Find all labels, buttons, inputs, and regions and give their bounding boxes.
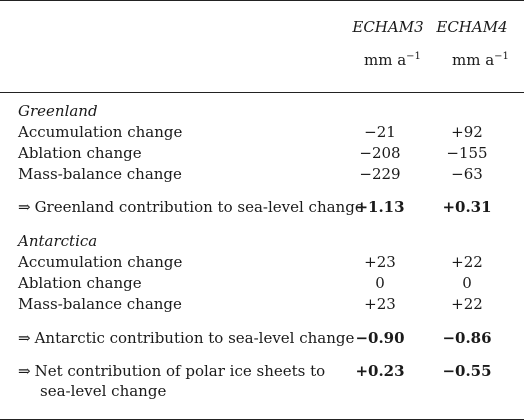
cell-value-bold: −0.90 [355,329,405,347]
cell-value: −21 [364,123,396,141]
row-label: Mass-balance change [18,165,182,183]
cell-value: 0 [462,274,472,292]
column-unit-echam3: mm a−1 [364,51,421,69]
cell-value: +23 [364,253,396,271]
cell-value: +22 [451,295,483,313]
cell-value: +92 [451,123,483,141]
cell-value: +22 [451,253,483,271]
cell-value-bold: +0.31 [442,198,492,216]
cell-value-bold: −0.55 [442,362,492,380]
header-rule [0,92,524,93]
row-label: Ablation change [18,274,142,292]
cell-value: −229 [359,165,401,183]
row-label: Accumulation change [18,253,183,271]
net-contribution-label-line2: sea-level change [40,382,167,400]
section-heading-greenland: Greenland [18,102,98,120]
cell-value: +23 [364,295,396,313]
greenland-contribution-label: ⇒ Greenland contribution to sea-level cha… [18,198,364,216]
row-label: Mass-balance change [18,295,182,313]
cell-value: 0 [375,274,385,292]
antarctic-contribution-label: ⇒ Antarctic contribution to sea-level cha… [18,329,355,347]
cell-value-bold: +0.23 [355,362,405,380]
cell-value: −63 [451,165,483,183]
section-heading-antarctica: Antarctica [18,232,98,250]
column-header-echam4: ECHAM4 [436,18,508,36]
row-label: Ablation change [18,144,142,162]
column-unit-echam4: mm a−1 [452,51,509,69]
row-label: Accumulation change [18,123,183,141]
net-contribution-label: ⇒ Net contribution of polar ice sheets to [18,362,326,380]
column-header-echam3: ECHAM3 [352,18,424,36]
cell-value: −155 [446,144,488,162]
cell-value-bold: +1.13 [355,198,405,216]
cell-value-bold: −0.86 [442,329,492,347]
cell-value: −208 [359,144,401,162]
